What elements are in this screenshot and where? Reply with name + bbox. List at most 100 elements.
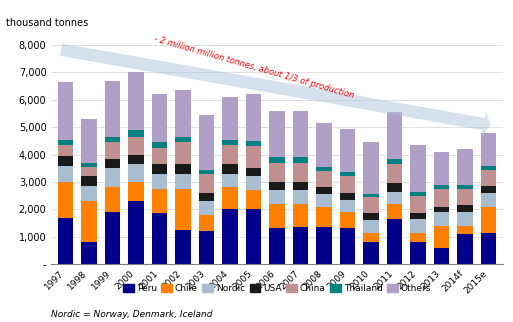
Bar: [458, 212, 473, 226]
Bar: [81, 201, 96, 242]
Bar: [340, 128, 355, 172]
Bar: [152, 189, 167, 213]
Bar: [152, 213, 167, 264]
Bar: [246, 94, 261, 141]
Bar: [269, 111, 285, 157]
Bar: [434, 152, 449, 185]
Bar: [434, 207, 449, 212]
Bar: [199, 215, 214, 231]
Bar: [81, 119, 96, 163]
Bar: [410, 232, 426, 242]
Bar: [128, 182, 144, 201]
Bar: [105, 159, 120, 168]
Bar: [387, 192, 402, 204]
Bar: [317, 194, 332, 207]
Bar: [481, 232, 496, 264]
Bar: [58, 82, 73, 139]
Bar: [199, 170, 214, 174]
Bar: [410, 213, 426, 219]
Bar: [175, 90, 191, 137]
Bar: [58, 139, 73, 145]
Text: Nordic = Norway, Denmark, Iceland: Nordic = Norway, Denmark, Iceland: [51, 310, 213, 319]
Bar: [481, 193, 496, 207]
Bar: [458, 149, 473, 185]
Bar: [340, 200, 355, 212]
Bar: [105, 81, 120, 137]
Bar: [340, 172, 355, 176]
Bar: [434, 212, 449, 226]
Bar: [199, 115, 214, 170]
Bar: [410, 219, 426, 232]
Bar: [340, 212, 355, 229]
Bar: [410, 145, 426, 192]
Bar: [293, 163, 308, 182]
Bar: [340, 193, 355, 200]
Bar: [458, 234, 473, 264]
Bar: [387, 183, 402, 192]
Bar: [128, 155, 144, 164]
Bar: [58, 156, 73, 166]
Bar: [269, 229, 285, 264]
Bar: [363, 194, 379, 197]
Bar: [246, 209, 261, 264]
Text: - 2 million million tonnes, about 1/3 of production: - 2 million million tonnes, about 1/3 of…: [152, 34, 354, 100]
Bar: [317, 207, 332, 227]
Bar: [387, 112, 402, 159]
Bar: [152, 142, 167, 148]
Bar: [246, 168, 261, 176]
Bar: [128, 137, 144, 155]
Bar: [152, 164, 167, 174]
Bar: [434, 226, 449, 248]
Bar: [481, 207, 496, 232]
Bar: [434, 189, 449, 207]
Bar: [363, 213, 379, 220]
Bar: [105, 212, 120, 264]
Bar: [105, 187, 120, 212]
Bar: [246, 190, 261, 209]
Bar: [387, 164, 402, 183]
Bar: [175, 174, 191, 189]
Bar: [317, 187, 332, 194]
Bar: [293, 111, 308, 157]
Bar: [387, 219, 402, 264]
Bar: [458, 185, 473, 189]
Bar: [434, 185, 449, 189]
Bar: [81, 242, 96, 264]
Bar: [317, 227, 332, 264]
Legend: Peru, Chile, Nordic, USA, China, Thailand, Others: Peru, Chile, Nordic, USA, China, Thailan…: [120, 280, 435, 297]
Bar: [269, 190, 285, 204]
Bar: [175, 230, 191, 264]
Bar: [246, 141, 261, 146]
Bar: [481, 170, 496, 186]
Bar: [410, 195, 426, 213]
Bar: [128, 72, 144, 130]
Bar: [246, 176, 261, 190]
Bar: [317, 171, 332, 187]
Bar: [199, 231, 214, 264]
Bar: [222, 139, 238, 145]
Bar: [293, 204, 308, 227]
Bar: [293, 190, 308, 204]
Bar: [363, 242, 379, 264]
Bar: [105, 142, 120, 159]
Bar: [363, 197, 379, 213]
Bar: [269, 163, 285, 182]
Bar: [199, 201, 214, 215]
Bar: [152, 174, 167, 189]
Bar: [387, 204, 402, 219]
Bar: [222, 97, 238, 139]
Bar: [81, 163, 96, 167]
Bar: [481, 186, 496, 193]
Bar: [152, 94, 167, 142]
Bar: [222, 209, 238, 264]
Bar: [199, 193, 214, 201]
Bar: [105, 168, 120, 187]
Bar: [387, 159, 402, 164]
Bar: [458, 189, 473, 205]
Bar: [128, 130, 144, 137]
Bar: [481, 166, 496, 170]
Bar: [269, 157, 285, 163]
Bar: [58, 182, 73, 218]
Bar: [175, 137, 191, 142]
Bar: [458, 226, 473, 234]
